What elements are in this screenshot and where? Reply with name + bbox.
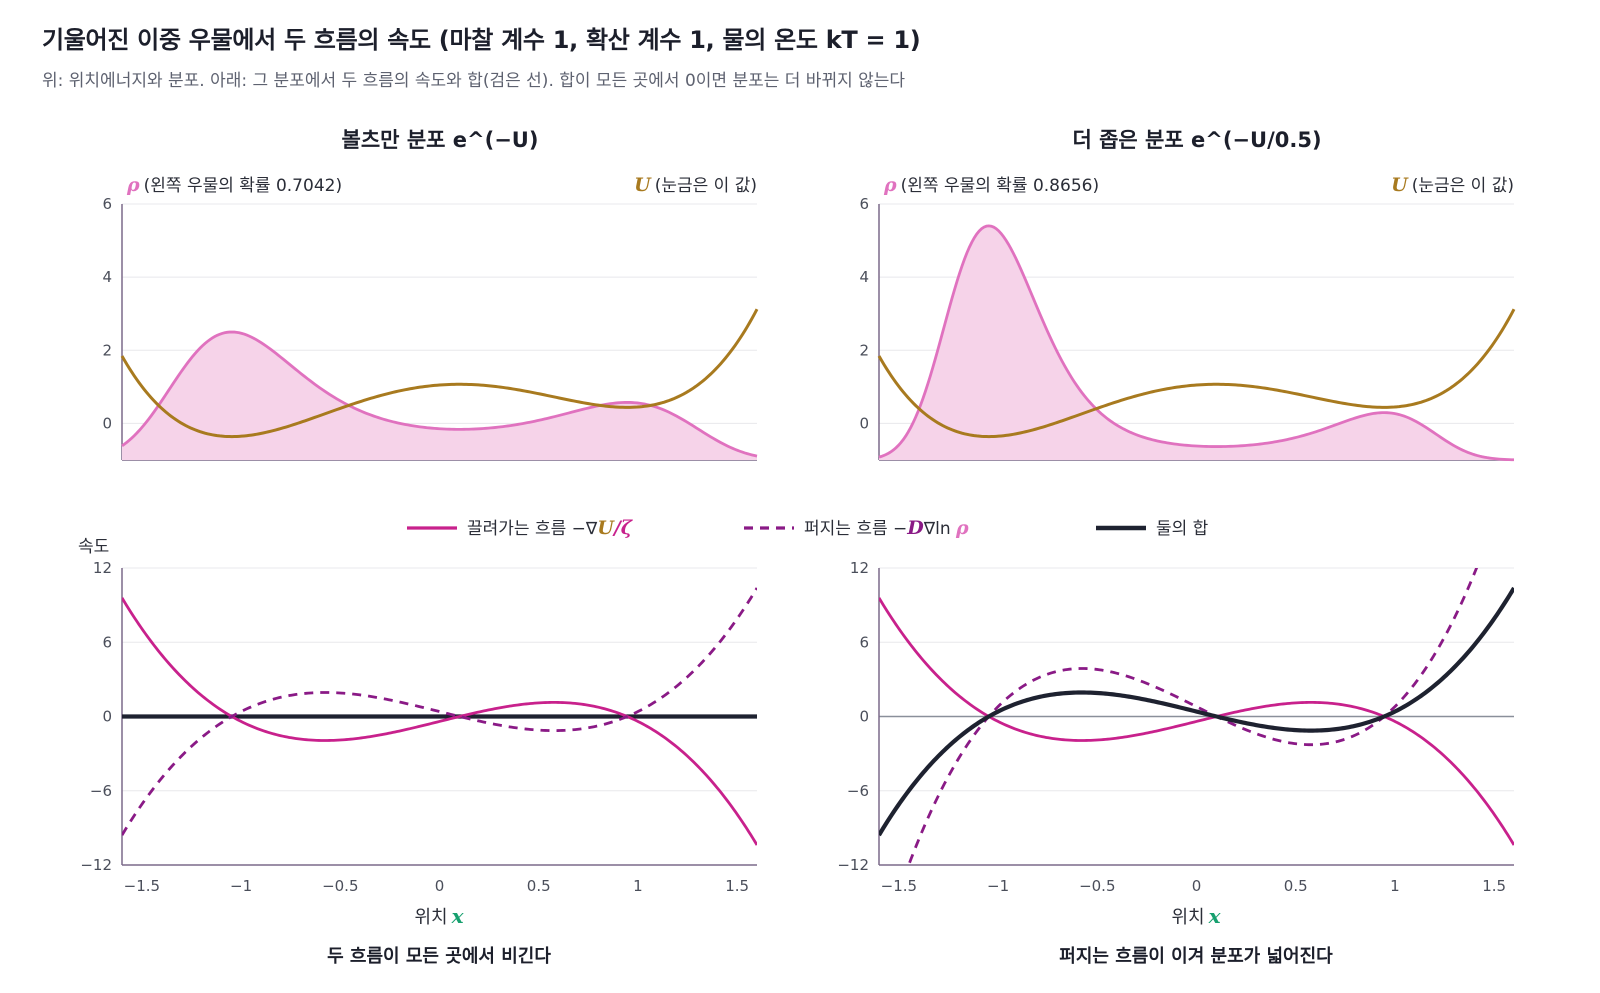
y-tick-label: −12 xyxy=(837,856,869,874)
x-tick-label: −1.5 xyxy=(881,877,917,895)
y-tick-label: 12 xyxy=(850,559,869,577)
u-symbol: U xyxy=(634,174,652,196)
x-tick-label: −0.5 xyxy=(322,877,358,895)
y-tick-label: 6 xyxy=(102,195,112,213)
y-tick-label: 6 xyxy=(859,633,869,651)
y-tick-label: 2 xyxy=(859,341,869,359)
y-tick-label: 2 xyxy=(102,341,112,359)
bottom-ylabel: 속도 xyxy=(78,537,109,557)
y-tick-label: −6 xyxy=(847,782,869,800)
chart-bottom-left: 12 6 0 −6 −12 −1.5 −1 −0.5 0 0.5 1 1.5 xyxy=(80,559,757,895)
u-symbol: U xyxy=(1391,174,1409,196)
y-tick-label: 6 xyxy=(102,633,112,651)
x-tick-label: 0.5 xyxy=(527,877,551,895)
panel-title-left: 볼츠만 분포 e^(−U) xyxy=(342,128,539,152)
x-tick-label: 0 xyxy=(1192,877,1202,895)
rho-label-left: ρ (왼쪽 우물의 확률 0.7042) xyxy=(126,174,342,196)
x-tick-label: 1 xyxy=(1390,877,1400,895)
plot-area xyxy=(879,568,1514,865)
chart-top-right: 6 4 2 0 xyxy=(859,195,1516,462)
potential-line xyxy=(877,308,1516,439)
xlabel-left: 위치 x xyxy=(414,904,464,928)
legend-label-diffusion: 퍼지는 흐름 −D∇ln ρ xyxy=(804,517,969,539)
u-label-left: U (눈금은 이 값) xyxy=(634,174,757,196)
x-tick-label: −1 xyxy=(230,877,252,895)
density-area xyxy=(879,225,1514,460)
x-tick-label: −0.5 xyxy=(1079,877,1115,895)
drift-line xyxy=(122,597,757,846)
x-tick-label: −1.5 xyxy=(124,877,160,895)
left-well-annotation: (왼쪽 우물의 확률 0.8656) xyxy=(901,176,1099,196)
rho-label-right: ρ (왼쪽 우물의 확률 0.8656) xyxy=(883,174,1099,196)
drift-line xyxy=(879,597,1514,846)
density-line xyxy=(878,224,1515,462)
u-note: (눈금은 이 값) xyxy=(1412,176,1514,196)
legend: 끌려가는 흐름 −∇U/ζ 퍼지는 흐름 −D∇ln ρ 둘의 합 xyxy=(407,517,1209,539)
x-tick-label: 1.5 xyxy=(1482,877,1506,895)
rho-symbol: ρ xyxy=(126,174,140,196)
y-tick-label: 4 xyxy=(859,268,869,286)
plot-area xyxy=(122,587,757,846)
legend-label-sum: 둘의 합 xyxy=(1156,519,1209,539)
y-tick-label: 0 xyxy=(102,708,112,726)
u-note: (눈금은 이 값) xyxy=(655,176,757,196)
xlabel-right: 위치 x xyxy=(1171,904,1221,928)
u-label-right: U (눈금은 이 값) xyxy=(1391,174,1514,196)
y-tick-label: 0 xyxy=(102,414,112,432)
y-tick-label: 12 xyxy=(93,559,112,577)
y-tick-label: 6 xyxy=(859,195,869,213)
rho-symbol: ρ xyxy=(883,174,897,196)
x-tick-label: 0 xyxy=(435,877,445,895)
x-tick-label: 0.5 xyxy=(1284,877,1308,895)
y-tick-label: 0 xyxy=(859,414,869,432)
chart-bottom-right: 12 6 0 −6 −12 −1.5 −1 −0.5 0 0.5 1 1.5 xyxy=(837,559,1514,895)
y-tick-label: 0 xyxy=(859,708,869,726)
legend-label-drift: 끌려가는 흐름 −∇U/ζ xyxy=(467,517,634,539)
y-tick-label: 4 xyxy=(102,268,112,286)
x-tick-label: −1 xyxy=(987,877,1009,895)
y-tick-label: −6 xyxy=(90,782,112,800)
density-area xyxy=(122,331,757,460)
y-tick-label: −12 xyxy=(80,856,112,874)
chart-top-left: 6 4 2 0 xyxy=(102,195,759,461)
sum-line xyxy=(879,586,1514,837)
x-tick-label: 1 xyxy=(633,877,643,895)
left-well-annotation: (왼쪽 우물의 확률 0.7042) xyxy=(144,176,342,196)
page-subtitle: 위: 위치에너지와 분포. 아래: 그 분포에서 두 흐름의 속도와 합(검은 … xyxy=(42,71,906,91)
x-tick-label: 1.5 xyxy=(725,877,749,895)
page-title: 기울어진 이중 우물에서 두 흐름의 속도 (마찰 계수 1, 확산 계수 1,… xyxy=(42,26,921,54)
potential-line xyxy=(120,308,759,439)
caption-left: 두 흐름이 모든 곳에서 비긴다 xyxy=(327,946,551,967)
diffusion-line xyxy=(122,587,757,836)
caption-right: 퍼지는 흐름이 이겨 분포가 넓어진다 xyxy=(1059,946,1333,967)
panel-title-right: 더 좁은 분포 e^(−U/0.5) xyxy=(1072,128,1321,152)
